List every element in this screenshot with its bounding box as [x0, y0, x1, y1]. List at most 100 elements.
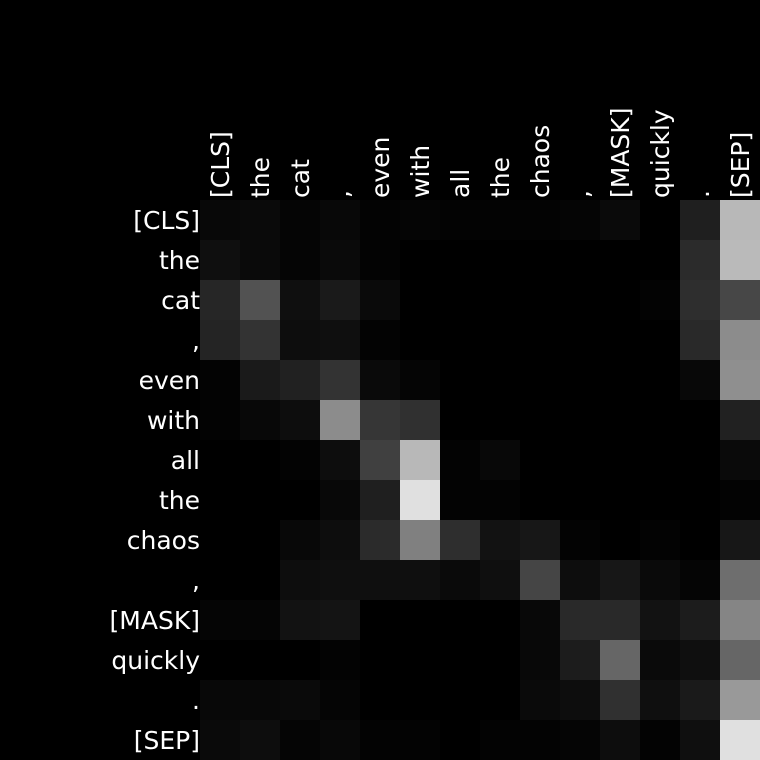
heatmap-cell — [680, 440, 720, 480]
heatmap-cell — [520, 560, 560, 600]
heatmap-cell — [400, 680, 440, 720]
heatmap-cell — [440, 320, 480, 360]
heatmap-cell — [480, 520, 520, 560]
heatmap-cell — [360, 200, 400, 240]
heatmap-cell — [640, 360, 680, 400]
heatmap-cell — [200, 200, 240, 240]
heatmap-cell — [680, 480, 720, 520]
heatmap-cell — [400, 600, 440, 640]
heatmap-cell — [480, 600, 520, 640]
heatmap-cell — [200, 600, 240, 640]
heatmap-cell — [600, 640, 640, 680]
heatmap-cell — [680, 560, 720, 600]
heatmap-cell — [280, 280, 320, 320]
heatmap-cell — [560, 600, 600, 640]
x-tick-label: chaos — [526, 125, 555, 198]
heatmap-cell — [440, 360, 480, 400]
heatmap-cell — [720, 240, 760, 280]
y-tick-label: . — [192, 686, 200, 715]
heatmap-cell — [360, 240, 400, 280]
heatmap-cell — [320, 720, 360, 760]
heatmap-cell — [320, 520, 360, 560]
heatmap-cell — [720, 320, 760, 360]
heatmap-cell — [400, 640, 440, 680]
heatmap-cell — [400, 560, 440, 600]
y-tick-label: with — [147, 406, 200, 435]
heatmap-cell — [560, 480, 600, 520]
heatmap-cell — [360, 560, 400, 600]
heatmap-cell — [640, 720, 680, 760]
heatmap-cell — [240, 720, 280, 760]
heatmap-cell — [440, 520, 480, 560]
heatmap-cell — [520, 680, 560, 720]
x-tick-label: quickly — [646, 109, 675, 198]
heatmap-cell — [200, 720, 240, 760]
heatmap-cell — [640, 320, 680, 360]
x-tick-label: the — [246, 157, 275, 198]
heatmap-cell — [600, 560, 640, 600]
heatmap-cell — [520, 440, 560, 480]
heatmap-cell — [720, 520, 760, 560]
heatmap-cell — [600, 200, 640, 240]
heatmap-cell — [680, 360, 720, 400]
heatmap-cell — [560, 680, 600, 720]
heatmap-cell — [680, 600, 720, 640]
heatmap-cell — [320, 240, 360, 280]
heatmap-cell — [240, 400, 280, 440]
heatmap-cell — [600, 240, 640, 280]
heatmap-cell — [640, 200, 680, 240]
heatmap-cell — [600, 680, 640, 720]
heatmap-cell — [680, 520, 720, 560]
heatmap-cell — [640, 680, 680, 720]
heatmap-cell — [200, 640, 240, 680]
heatmap-cell — [280, 560, 320, 600]
heatmap-cell — [720, 680, 760, 720]
heatmap-cell — [320, 320, 360, 360]
x-tick-label: with — [406, 145, 435, 198]
heatmap-cell — [240, 200, 280, 240]
heatmap-cell — [280, 720, 320, 760]
heatmap-cell — [640, 560, 680, 600]
heatmap-cell — [720, 440, 760, 480]
heatmap-cell — [680, 640, 720, 680]
heatmap-cell — [320, 560, 360, 600]
heatmap-cell — [560, 400, 600, 440]
heatmap-cell — [320, 440, 360, 480]
heatmap-cell — [560, 320, 600, 360]
heatmap-cell — [200, 320, 240, 360]
x-tick-labels: [CLS] the cat, even with all the chaos, [MASK] qu… — [206, 108, 755, 198]
y-tick-label: , — [192, 326, 200, 355]
heatmap-cell — [280, 680, 320, 720]
heatmap-cell — [520, 480, 560, 520]
heatmap-cell — [480, 240, 520, 280]
heatmap-cell — [520, 600, 560, 640]
heatmap-cell — [440, 400, 480, 440]
heatmap-cell — [240, 320, 280, 360]
heatmap-cell — [480, 400, 520, 440]
heatmap-cell — [360, 640, 400, 680]
heatmap-cells — [200, 200, 760, 760]
heatmap-cell — [640, 240, 680, 280]
x-tick-label: the — [486, 157, 515, 198]
heatmap-cell — [320, 400, 360, 440]
heatmap-cell — [240, 680, 280, 720]
heatmap-cell — [280, 520, 320, 560]
heatmap-cell — [400, 320, 440, 360]
heatmap-cell — [480, 280, 520, 320]
heatmap-cell — [360, 440, 400, 480]
heatmap-cell — [440, 440, 480, 480]
y-tick-label: [CLS] — [133, 206, 200, 235]
heatmap-cell — [360, 360, 400, 400]
heatmap-cell — [720, 600, 760, 640]
heatmap-cell — [400, 480, 440, 520]
y-tick-label: all — [171, 446, 200, 475]
heatmap-cell — [320, 200, 360, 240]
heatmap-cell — [480, 480, 520, 520]
heatmap-cell — [680, 320, 720, 360]
x-tick-label: [CLS] — [206, 131, 235, 198]
heatmap-cell — [560, 280, 600, 320]
heatmap-cell — [640, 600, 680, 640]
x-tick-label: even — [366, 137, 395, 198]
heatmap-cell — [520, 400, 560, 440]
heatmap-cell — [680, 400, 720, 440]
